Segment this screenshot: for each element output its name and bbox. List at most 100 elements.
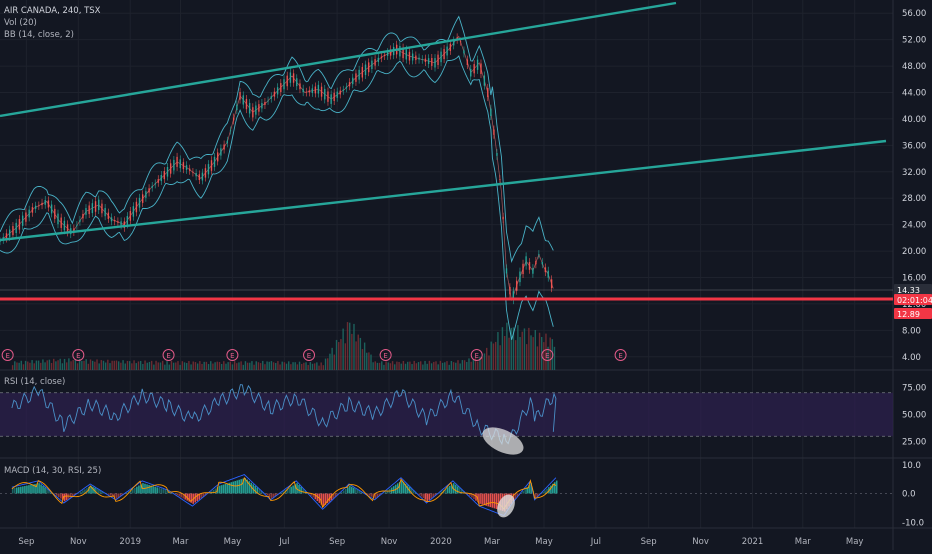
volume-bar — [14, 361, 15, 370]
candle-body — [0, 241, 1, 242]
volume-bar — [396, 362, 397, 370]
earnings-marker-label: E — [5, 352, 9, 360]
candle-body — [343, 90, 344, 91]
candle-body — [195, 173, 196, 176]
price-badge-label: 12.89 — [897, 310, 920, 319]
volume-bar — [103, 361, 104, 370]
volume-bar — [44, 362, 45, 370]
volume-bar — [177, 361, 178, 370]
price-tick-label: 4.00 — [902, 353, 921, 363]
volume-bar — [522, 332, 523, 370]
candle-body — [227, 141, 228, 144]
macd-histogram-bar — [481, 494, 483, 505]
candle-body — [151, 186, 152, 188]
candle-body — [355, 73, 356, 81]
candle-body — [130, 211, 131, 221]
volume-bar — [25, 361, 26, 370]
volume-bar — [107, 360, 108, 370]
time-axis-label: Sep — [641, 537, 657, 547]
time-axis-label: Sep — [18, 537, 34, 547]
candle-body — [6, 233, 7, 238]
volume-bar — [305, 362, 306, 370]
volume-bar — [277, 361, 278, 370]
volume-bar — [127, 361, 128, 370]
candle-body — [236, 105, 237, 110]
candle-body — [490, 109, 491, 116]
price-tick-label: 36.00 — [902, 141, 926, 151]
candle-body — [249, 103, 250, 114]
volume-bar — [206, 362, 207, 370]
volume-bar — [219, 362, 220, 370]
candle-body — [487, 88, 488, 97]
candle-body — [321, 87, 322, 97]
volume-bar — [299, 362, 300, 370]
candle-body — [264, 102, 265, 105]
macd-histogram-bar — [345, 489, 347, 494]
candle-body — [349, 82, 350, 86]
volume-bar — [530, 335, 531, 370]
candle-body — [246, 99, 247, 109]
volume-bar — [129, 361, 130, 370]
candle-body — [158, 179, 159, 183]
candle-body — [437, 55, 438, 65]
volume-bar — [16, 362, 17, 370]
candle-body — [139, 198, 140, 208]
volume-bar — [188, 361, 189, 370]
candle-body — [399, 46, 400, 56]
macd-histogram-bar — [132, 489, 134, 493]
macd-histogram-bar — [24, 486, 26, 494]
macd-histogram-bar — [180, 494, 182, 498]
volume-bar — [75, 359, 76, 370]
volume-bar — [420, 361, 421, 370]
volume-bar — [193, 361, 194, 370]
candle-body — [283, 79, 284, 89]
candle-body — [519, 272, 520, 283]
symbol-title: AIR CANADA, 240, TSX — [4, 6, 101, 16]
price-tick-label: 44.00 — [902, 89, 926, 99]
volume-bar — [138, 361, 139, 370]
candle-body — [381, 57, 382, 59]
volume-bar — [190, 364, 191, 370]
volume-bar — [364, 343, 365, 370]
volume-bar — [83, 361, 84, 370]
time-axis-label: Jul — [278, 537, 289, 547]
volume-bar — [482, 357, 483, 370]
volume-bar — [264, 364, 265, 370]
volume-bar — [385, 361, 386, 370]
candle-body — [12, 226, 13, 235]
volume-bar — [459, 363, 460, 370]
earnings-marker-label: E — [166, 352, 170, 360]
volume-bar — [197, 364, 198, 370]
candle-body — [431, 58, 432, 66]
candle-body — [233, 118, 234, 121]
volume-bar — [271, 361, 272, 370]
volume-bar — [499, 345, 500, 370]
macd-histogram-bar — [16, 488, 18, 494]
candle-body — [470, 69, 471, 77]
volume-bar — [238, 362, 239, 370]
price-badge-label: 02:01:04 — [897, 296, 932, 305]
volume-bar — [366, 353, 367, 370]
volume-bar — [502, 327, 503, 370]
volume-bar — [388, 362, 389, 370]
macd-histogram-bar — [154, 487, 156, 494]
candle-body — [45, 200, 46, 205]
volume-bar — [526, 344, 527, 370]
macd-histogram-bar — [30, 485, 32, 494]
candle-body — [450, 44, 451, 51]
volume-bar — [94, 362, 95, 370]
candle-body — [95, 201, 96, 212]
candle-body — [271, 96, 272, 98]
volume-bar — [453, 362, 454, 370]
volume-bar — [372, 362, 373, 370]
candle-body — [362, 67, 363, 77]
candle-body — [502, 217, 503, 220]
volume-bar — [88, 364, 89, 370]
volume-bar — [484, 353, 485, 370]
volume-bar — [407, 362, 408, 370]
volume-bar — [528, 328, 529, 370]
macd-histogram-bar — [488, 494, 490, 507]
candle-body — [48, 200, 49, 207]
